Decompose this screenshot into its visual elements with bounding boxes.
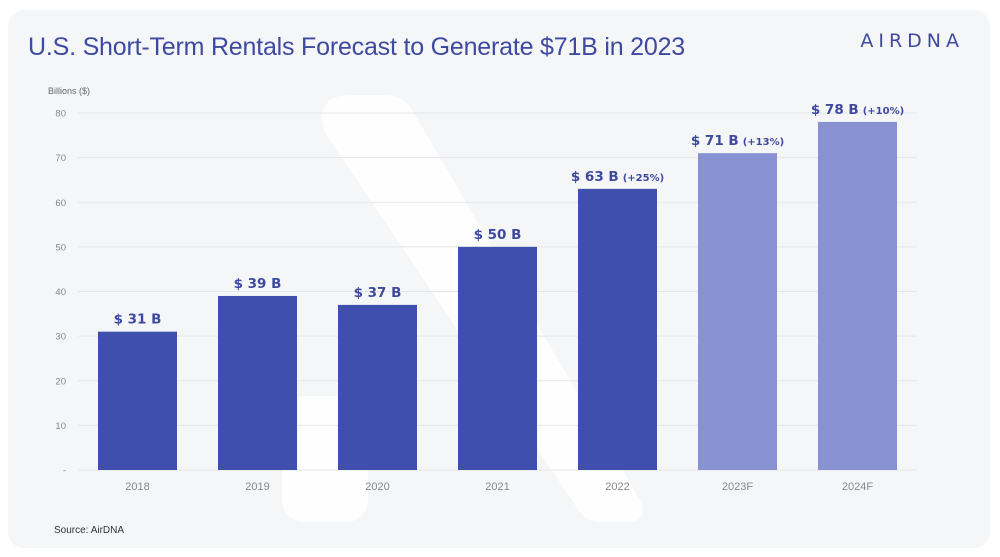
data-label: $ 31 B	[114, 312, 162, 328]
page-title: U.S. Short-Term Rentals Forecast to Gene…	[28, 33, 685, 61]
y-tick-label: 60	[55, 198, 66, 209]
y-tick-label: 40	[55, 287, 66, 298]
bar-2022	[578, 188, 657, 471]
y-tick-label: 10	[55, 421, 66, 432]
bar-2018	[98, 331, 177, 470]
y-tick-label: 70	[55, 153, 66, 164]
x-tick-label: 2024F	[842, 481, 873, 493]
x-tick-label: 2018	[125, 481, 149, 493]
bar-2021	[458, 246, 537, 470]
y-tick-label: 50	[55, 242, 66, 253]
y-tick-label: 20	[55, 376, 66, 387]
source-note: Source: AirDNA	[54, 525, 125, 536]
x-tick-label: 2019	[245, 481, 269, 493]
bar-2019	[218, 295, 297, 470]
data-label: $ 37 B	[354, 285, 402, 301]
bar-2024F	[818, 121, 897, 471]
y-tick-label: 80	[55, 109, 66, 120]
x-tick-label: 2021	[485, 481, 509, 493]
data-label: $ 50 B	[474, 227, 522, 243]
airdna-logo: AIRDNA	[860, 30, 964, 52]
data-label: $ 71 B (+13%)	[691, 133, 784, 149]
data-label: $ 63 B (+25%)	[571, 169, 664, 185]
y-tick-label: 30	[55, 332, 66, 343]
data-label: $ 39 B	[234, 276, 282, 292]
bar-2020	[338, 304, 417, 470]
y-tick-label: -	[63, 466, 66, 477]
y-axis-label: Billions ($)	[48, 86, 90, 96]
bar-2023F	[698, 153, 777, 470]
x-tick-label: 2022	[605, 481, 629, 493]
x-tick-label: 2023F	[722, 481, 753, 493]
data-label: $ 78 B (+10%)	[811, 102, 904, 118]
x-tick-label: 2020	[365, 481, 389, 493]
